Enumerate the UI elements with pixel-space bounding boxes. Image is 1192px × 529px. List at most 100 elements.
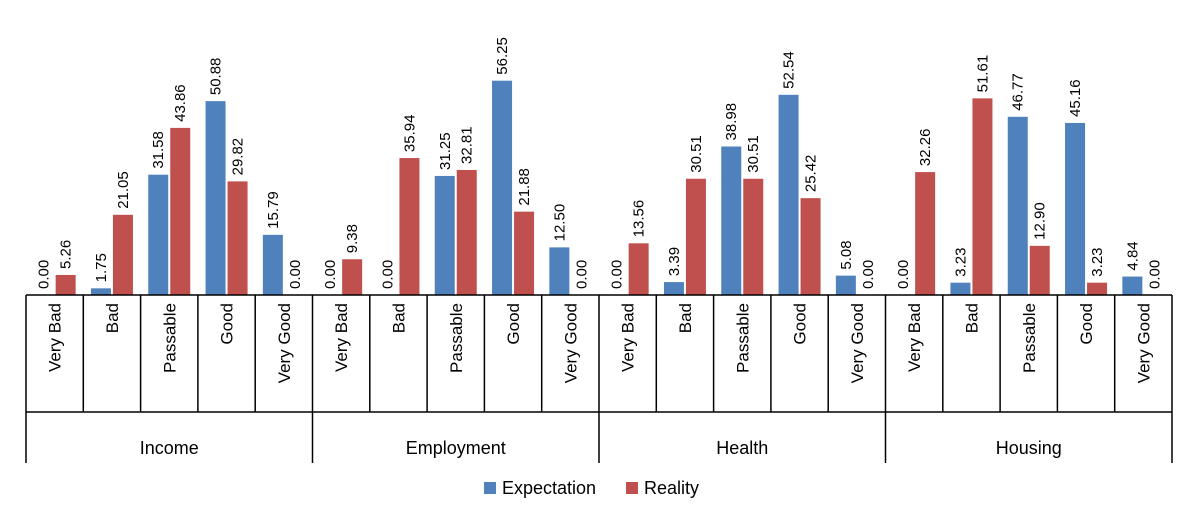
category-tick-label: Very Good (1134, 303, 1153, 383)
bar-employment-good-reality (514, 211, 535, 295)
data-label-housing-good-expectation: 45.16 (1067, 79, 1084, 117)
bar-health-passable-expectation (721, 146, 742, 295)
bar-employment-very-bad-reality (342, 259, 363, 295)
bar-employment-very-good-expectation (549, 247, 570, 295)
bar-income-passable-reality (170, 127, 191, 295)
data-label-income-very-good-reality: 0.00 (287, 260, 304, 289)
data-label-income-passable-reality: 43.86 (172, 84, 189, 122)
legend-label-reality: Reality (644, 478, 699, 498)
bar-employment-good-expectation (492, 80, 513, 295)
bar-housing-bad-reality (972, 98, 993, 295)
category-tick-label: Very Bad (619, 303, 638, 372)
bar-housing-passable-reality (1029, 245, 1050, 295)
data-label-income-very-bad-expectation: 0.00 (36, 260, 53, 289)
data-labels-layer: 0.00 5.26 1.75 21.05 31.58 43.86 50.88 29.82 15.… (36, 37, 1164, 289)
legend-swatch-expectation (484, 482, 496, 494)
bar-income-good-reality (227, 181, 248, 295)
bar-health-good-reality (800, 198, 821, 295)
category-tick-label: Bad (962, 303, 981, 333)
data-label-health-very-bad-reality: 13.56 (631, 200, 648, 238)
data-label-health-bad-expectation: 3.39 (666, 247, 683, 276)
data-label-health-bad-reality: 30.51 (688, 135, 705, 173)
data-label-housing-passable-reality: 12.90 (1032, 202, 1049, 240)
legend-label-expectation: Expectation (502, 478, 596, 498)
bar-health-bad-reality (685, 178, 706, 295)
data-label-health-passable-expectation: 38.98 (723, 103, 740, 141)
category-tick-label: Bad (389, 303, 408, 333)
category-tick-label: Very Good (561, 303, 580, 383)
bar-income-very-bad-reality (55, 274, 76, 295)
data-label-employment-passable-expectation: 31.25 (437, 132, 454, 170)
data-label-health-good-expectation: 52.54 (781, 51, 798, 89)
category-tick-label: Good (791, 303, 810, 345)
data-label-health-very-bad-expectation: 0.00 (609, 260, 626, 289)
category-tick-label: Very Bad (46, 303, 65, 372)
data-label-housing-passable-expectation: 46.77 (1010, 73, 1027, 111)
data-label-employment-good-reality: 21.88 (516, 168, 533, 206)
category-tick-label: Passable (160, 303, 179, 373)
bars-layer (55, 80, 1143, 295)
data-label-employment-bad-expectation: 0.00 (379, 260, 396, 289)
bar-health-bad-expectation (663, 282, 684, 295)
data-label-health-good-reality: 25.42 (803, 155, 820, 193)
bar-employment-passable-expectation (434, 175, 455, 295)
bar-housing-good-reality (1087, 282, 1108, 295)
data-label-employment-bad-reality: 35.94 (401, 115, 418, 153)
bar-housing-passable-expectation (1007, 116, 1028, 295)
data-label-housing-very-bad-reality: 32.26 (917, 129, 934, 167)
data-label-income-bad-expectation: 1.75 (93, 253, 110, 282)
bar-housing-bad-expectation (950, 282, 971, 295)
data-label-housing-bad-reality: 51.61 (974, 55, 991, 93)
bar-income-good-expectation (205, 101, 226, 295)
group-label-health: Health (716, 438, 768, 458)
data-label-housing-very-bad-expectation: 0.00 (895, 260, 912, 289)
category-tick-label: Bad (676, 303, 695, 333)
group-label-housing: Housing (996, 438, 1062, 458)
data-label-housing-good-reality: 3.23 (1089, 247, 1106, 276)
bar-employment-bad-reality (399, 158, 420, 295)
category-tick-label: Bad (103, 303, 122, 333)
legend-swatch-reality (626, 482, 638, 494)
bar-health-passable-reality (743, 178, 764, 295)
data-label-income-good-expectation: 50.88 (208, 58, 225, 96)
group-label-income: Income (140, 438, 199, 458)
data-label-housing-very-good-reality: 0.00 (1146, 260, 1163, 289)
bar-health-very-good-expectation (835, 275, 856, 295)
legend: Expectation Reality (484, 478, 699, 498)
bar-income-passable-expectation (148, 174, 169, 295)
category-tick-label: Good (218, 303, 237, 345)
axis-layer: Very Bad Bad Passable Good Very Good Income Ve… (25, 294, 1173, 463)
category-tick-label: Very Good (848, 303, 867, 383)
data-label-housing-very-good-expectation: 4.84 (1124, 241, 1141, 270)
data-label-health-very-good-expectation: 5.08 (838, 240, 855, 269)
bar-health-very-bad-reality (628, 243, 649, 295)
data-label-health-very-good-reality: 0.00 (860, 260, 877, 289)
category-tick-label: Very Bad (905, 303, 924, 372)
bar-health-good-expectation (778, 94, 799, 295)
category-tick-label: Passable (447, 303, 466, 373)
bar-income-very-good-expectation (262, 234, 283, 295)
bar-housing-very-bad-reality (915, 172, 936, 295)
data-label-employment-very-good-expectation: 12.50 (551, 204, 568, 242)
bar-housing-good-expectation (1065, 122, 1086, 295)
data-label-housing-bad-expectation: 3.23 (952, 247, 969, 276)
bar-employment-passable-reality (456, 169, 477, 295)
category-tick-label: Good (504, 303, 523, 345)
data-label-income-passable-expectation: 31.58 (150, 131, 167, 169)
group-label-employment: Employment (406, 438, 506, 458)
category-tick-label: Very Bad (332, 303, 351, 372)
data-label-employment-good-expectation: 56.25 (494, 37, 511, 75)
data-label-employment-passable-reality: 32.81 (459, 126, 476, 164)
data-label-employment-very-good-reality: 0.00 (573, 260, 590, 289)
data-label-income-bad-reality: 21.05 (115, 171, 132, 209)
category-tick-label: Very Good (275, 303, 294, 383)
category-tick-label: Passable (733, 303, 752, 373)
data-label-income-very-good-expectation: 15.79 (265, 191, 282, 229)
category-tick-label: Passable (1020, 303, 1039, 373)
data-label-employment-very-bad-expectation: 0.00 (322, 260, 339, 289)
data-label-health-passable-reality: 30.51 (745, 135, 762, 173)
category-tick-label: Good (1077, 303, 1096, 345)
bar-housing-very-good-expectation (1122, 276, 1143, 295)
